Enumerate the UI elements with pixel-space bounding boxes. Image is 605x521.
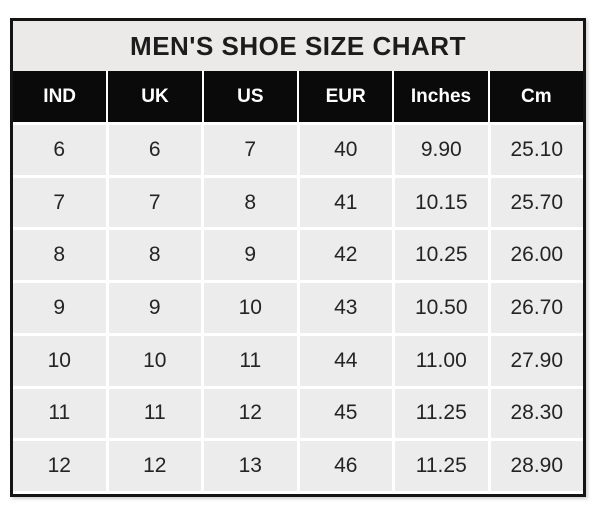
table-cell: 13 — [204, 441, 297, 491]
table-cell: 28.30 — [490, 388, 583, 439]
table-cell: 7 — [204, 125, 297, 175]
table-cell: 28.90 — [490, 441, 583, 491]
column-header-us: US — [203, 71, 297, 122]
table-cell: 12 — [13, 441, 106, 491]
table-cell: 26.70 — [490, 283, 583, 333]
table-cell: 9 — [204, 230, 297, 281]
table-row: 12 12 13 46 11.25 28.90 — [13, 441, 583, 491]
table-row: 9 9 10 43 10.50 26.70 — [13, 283, 583, 333]
table-cell: 10.25 — [395, 230, 488, 281]
table-cell: 9 — [13, 283, 106, 333]
column-header-ind: IND — [13, 71, 107, 122]
table-row: 7 7 8 41 10.15 25.70 — [13, 177, 583, 228]
table-cell: 7 — [108, 177, 201, 228]
table-cell: 10.15 — [395, 177, 488, 228]
table-cell: 6 — [108, 125, 201, 175]
table-cell: 25.70 — [490, 177, 583, 228]
shoe-size-chart-table: MEN'S SHOE SIZE CHART IND UK US EUR Inch… — [10, 18, 586, 497]
table-cell: 45 — [299, 388, 392, 439]
column-header-eur: EUR — [299, 71, 393, 122]
table-cell: 12 — [204, 388, 297, 439]
table-cell: 26.00 — [490, 230, 583, 281]
table-cell: 10 — [13, 335, 106, 386]
table-header-row: IND UK US EUR Inches Cm — [13, 71, 583, 122]
table-cell: 12 — [108, 441, 201, 491]
table-cell: 7 — [13, 177, 106, 228]
column-header-cm: Cm — [489, 71, 583, 122]
table-cell: 11 — [108, 388, 201, 439]
column-header-inches: Inches — [394, 71, 488, 122]
table-cell: 11.25 — [395, 441, 488, 491]
table-cell: 27.90 — [490, 335, 583, 386]
table-row: 10 10 11 44 11.00 27.90 — [13, 335, 583, 386]
table-cell: 40 — [299, 125, 392, 175]
column-header-uk: UK — [108, 71, 202, 122]
table-cell: 9.90 — [395, 125, 488, 175]
table-cell: 11 — [13, 388, 106, 439]
table-cell: 8 — [13, 230, 106, 281]
table-cell: 8 — [108, 230, 201, 281]
table-cell: 44 — [299, 335, 392, 386]
table-cell: 11 — [204, 335, 297, 386]
table-row: 11 11 12 45 11.25 28.30 — [13, 388, 583, 439]
table-cell: 11.25 — [395, 388, 488, 439]
table-cell: 42 — [299, 230, 392, 281]
table-cell: 10.50 — [395, 283, 488, 333]
table-row: 8 8 9 42 10.25 26.00 — [13, 230, 583, 281]
table-body: 6 6 7 40 9.90 25.10 7 7 8 41 10.15 25.70… — [13, 122, 583, 494]
table-cell: 25.10 — [490, 125, 583, 175]
table-row: 6 6 7 40 9.90 25.10 — [13, 125, 583, 175]
table-cell: 43 — [299, 283, 392, 333]
table-cell: 8 — [204, 177, 297, 228]
table-cell: 10 — [204, 283, 297, 333]
table-cell: 10 — [108, 335, 201, 386]
chart-title: MEN'S SHOE SIZE CHART — [13, 21, 583, 71]
table-cell: 11.00 — [395, 335, 488, 386]
table-cell: 41 — [299, 177, 392, 228]
table-cell: 46 — [299, 441, 392, 491]
table-cell: 6 — [13, 125, 106, 175]
table-cell: 9 — [108, 283, 201, 333]
